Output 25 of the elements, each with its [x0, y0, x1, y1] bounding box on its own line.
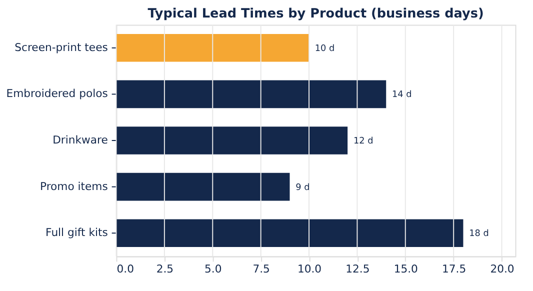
x-tick-label: 15.0 [394, 262, 418, 276]
x-tick-label: 2.5 [156, 262, 174, 276]
x-tick-label: 10.0 [297, 262, 322, 276]
chart-title: Typical Lead Times by Product (business days) [148, 6, 484, 22]
data-label: 18 d [469, 229, 489, 240]
x-tick-label: 20.0 [490, 262, 514, 276]
x-tick-label: 5.0 [204, 262, 222, 276]
bar [116, 80, 386, 108]
data-label: 9 d [296, 182, 310, 193]
y-tick-label: Embroidered polos [6, 87, 108, 100]
data-label: 10 d [314, 44, 335, 54]
bar [116, 34, 310, 62]
data-label: 12 d [353, 136, 374, 146]
bar [116, 126, 348, 154]
y-tick-label: Full gift kits [46, 226, 108, 240]
x-tick-label: 7.5 [252, 262, 270, 276]
x-tick-label: 12.5 [346, 262, 370, 276]
x-tick-label: 0.0 [116, 262, 134, 276]
y-tick-label: Drinkware [52, 133, 108, 146]
y-tick-label: Screen-print tees [14, 40, 108, 54]
bar [116, 219, 464, 247]
bar [116, 172, 290, 201]
y-tick-label: Promo items [40, 180, 108, 193]
x-tick-label: 17.5 [442, 262, 466, 276]
data-label: 14 d [392, 90, 412, 100]
